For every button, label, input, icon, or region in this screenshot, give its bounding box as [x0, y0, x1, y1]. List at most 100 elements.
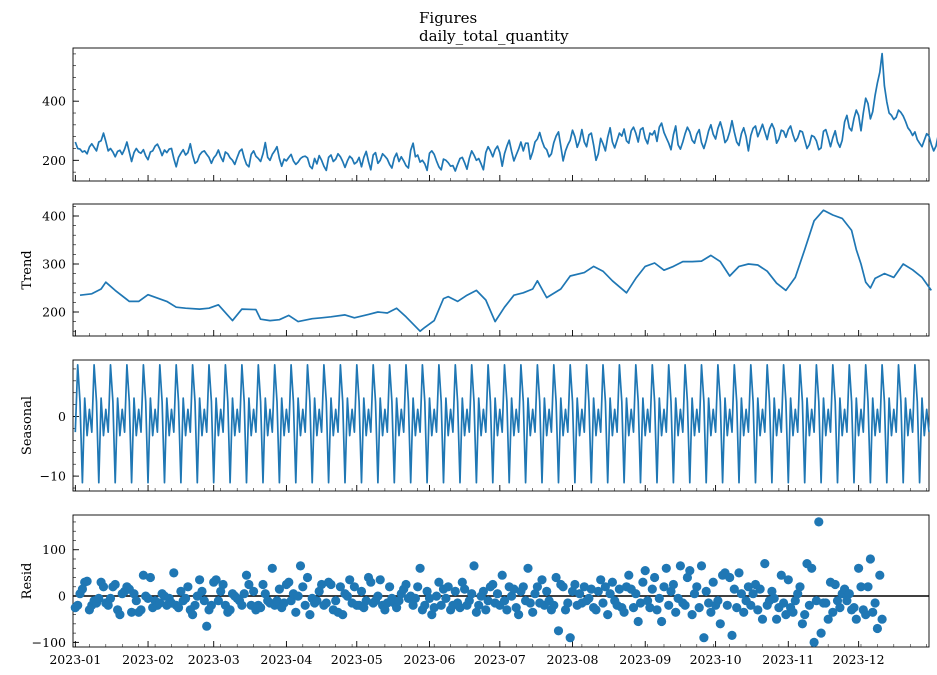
resid-point: [366, 577, 376, 587]
resid-point: [314, 586, 324, 597]
resid-point: [450, 586, 460, 597]
resid-point: [607, 577, 618, 587]
resid-point: [645, 603, 655, 613]
resid-point: [628, 603, 639, 613]
resid-point: [237, 600, 247, 610]
resid-point: [345, 575, 355, 585]
resid-point: [321, 598, 331, 608]
resid-point: [408, 600, 418, 610]
resid-point: [596, 575, 606, 585]
resid-point: [256, 603, 266, 613]
resid-point: [530, 589, 540, 599]
resid-point: [528, 607, 538, 617]
xtick-label: 2023-08: [547, 652, 599, 667]
resid-point: [502, 605, 512, 615]
resid-point: [173, 603, 184, 613]
trend-frame: [72, 203, 930, 337]
seasonal-marks: −10 0: [40, 359, 930, 492]
resid-point: [537, 575, 547, 585]
resid-point: [478, 586, 488, 597]
resid-point: [748, 589, 758, 599]
resid-ylabel: Resid: [20, 563, 35, 600]
resid-point: [654, 593, 664, 604]
trend-series-line: [79, 209, 932, 333]
resid-frame: [72, 514, 930, 648]
resid-point: [661, 563, 671, 573]
resid-point: [410, 593, 420, 604]
resid-point: [312, 596, 322, 606]
xtick-label: 2023-07: [474, 652, 526, 667]
trend-marks: 200 300 400: [42, 203, 932, 337]
resid-point: [129, 589, 139, 599]
resid-point: [169, 568, 179, 578]
resid-point: [600, 582, 611, 592]
resid-point: [464, 596, 474, 606]
resid-point: [832, 596, 843, 606]
resid-point: [682, 572, 693, 583]
resid-point: [694, 603, 704, 613]
resid-point: [736, 589, 747, 599]
resid-point: [497, 570, 507, 580]
resid-point: [394, 596, 404, 606]
resid-ytick-label: 0: [58, 589, 66, 604]
resid-point: [797, 619, 808, 629]
resid-point: [696, 561, 707, 571]
resid-point: [715, 619, 725, 629]
resid-point: [732, 603, 742, 613]
resid-point: [593, 586, 603, 597]
resid-point: [687, 610, 697, 620]
resid-point: [767, 586, 777, 597]
resid-point: [666, 586, 676, 597]
resid-point: [570, 579, 580, 590]
resid-point: [483, 596, 493, 606]
resid-point: [455, 603, 465, 613]
xtick-label: 2023-06: [403, 652, 455, 667]
resid-point: [605, 589, 615, 599]
resid-marks: −100 0 100: [32, 514, 930, 650]
resid-point: [877, 614, 887, 624]
resid-point: [342, 591, 352, 601]
resid-point: [790, 596, 800, 606]
resid-point: [509, 584, 519, 594]
resid-point: [155, 598, 165, 608]
resid-point: [647, 584, 657, 594]
seasonal-ytick-label: 0: [58, 409, 66, 424]
resid-point: [814, 517, 824, 527]
resid-point: [401, 579, 411, 590]
resid-point: [854, 563, 864, 573]
resid-point: [499, 596, 510, 606]
seasonal-ytick-label: −10: [40, 469, 66, 484]
resid-point: [861, 610, 871, 620]
observed-frame: [72, 47, 930, 182]
observed-series-line: [74, 52, 937, 172]
resid-point: [469, 561, 479, 571]
resid-point: [241, 570, 252, 580]
resid-point: [816, 628, 826, 638]
resid-point: [788, 607, 798, 617]
trend-ytick-label: 200: [42, 305, 66, 320]
seasonal-series-line: [74, 363, 930, 484]
resid-point: [460, 584, 470, 594]
resid-point: [429, 603, 439, 613]
resid-point: [675, 561, 686, 571]
resid-point: [614, 584, 625, 594]
resid-point: [844, 589, 854, 599]
resid-point: [699, 633, 709, 643]
resid-point: [551, 572, 561, 583]
resid-point: [828, 607, 838, 617]
observed-ytick-label: 200: [42, 153, 66, 168]
resid-point: [769, 593, 779, 604]
trend-ytick-label: 400: [42, 209, 66, 224]
resid-point: [73, 600, 83, 610]
resid-point: [181, 593, 191, 604]
resid-point: [821, 598, 831, 608]
resid-point: [413, 582, 423, 592]
resid-point: [267, 563, 277, 573]
resid-point: [706, 607, 716, 617]
resid-ytick-label: 100: [42, 542, 66, 557]
resid-point: [525, 598, 535, 608]
resid-point: [856, 582, 866, 592]
resid-point: [471, 607, 481, 617]
resid-point: [474, 600, 484, 610]
